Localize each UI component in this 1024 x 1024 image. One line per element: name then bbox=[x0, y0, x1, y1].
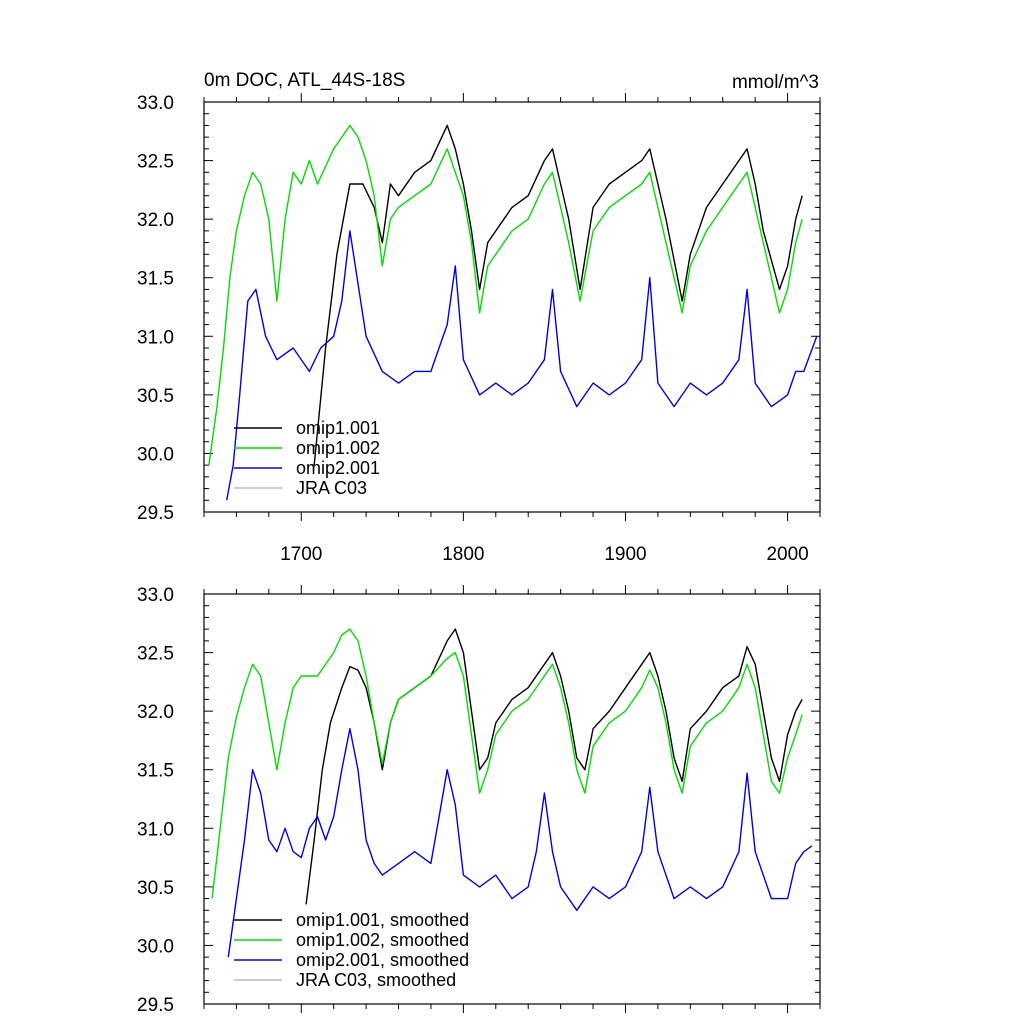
series-line-omip1-002 bbox=[208, 124, 803, 466]
y-tick-label: 31.5 bbox=[137, 269, 174, 290]
y-tick-label: 33.0 bbox=[137, 93, 174, 114]
y-tick-label: 31.0 bbox=[137, 819, 174, 840]
units-label: mmol/m^3 bbox=[732, 72, 819, 93]
y-tick-label: 30.0 bbox=[137, 444, 174, 465]
x-tick-label: 1700 bbox=[280, 544, 322, 565]
bottom-panel: 29.5 30.0 30.5 31.0 31.5 32.0 32.5 33.0 omip1.0… bbox=[137, 585, 821, 1016]
plot-frame bbox=[203, 101, 821, 513]
y-tick-label: 32.0 bbox=[137, 702, 174, 723]
x-tick-label: 1800 bbox=[442, 544, 484, 565]
x-tick-label: 1900 bbox=[604, 544, 646, 565]
y-tick-labels: 29.5 30.0 30.5 31.0 31.5 32.0 32.5 33.0 bbox=[137, 93, 174, 524]
legend-label: omip1.002, smoothed bbox=[296, 930, 469, 950]
y-tick-label: 32.0 bbox=[137, 210, 174, 231]
y-tick-label: 29.5 bbox=[137, 503, 174, 524]
legend-label: omip1.001, smoothed bbox=[296, 910, 469, 930]
tick-marks bbox=[203, 93, 821, 521]
series-line-omip2-001-smoothed bbox=[227, 728, 813, 958]
y-tick-label: 31.0 bbox=[137, 327, 174, 348]
plot-frame bbox=[203, 593, 821, 1005]
legend-label: omip2.001 bbox=[296, 458, 380, 478]
y-tick-label: 30.5 bbox=[137, 386, 174, 407]
legend-label: omip1.001 bbox=[296, 418, 380, 438]
series-line-omip1-002-smoothed bbox=[211, 628, 803, 899]
legend-label: JRA C03, smoothed bbox=[296, 970, 456, 990]
y-tick-label: 32.5 bbox=[137, 152, 174, 173]
legend-label: omip2.001, smoothed bbox=[296, 950, 469, 970]
panel-title: 0m DOC, ATL_44S-18S bbox=[204, 70, 405, 91]
y-tick-label: 30.5 bbox=[137, 878, 174, 899]
x-tick-labels: 1700 1800 1900 2000 bbox=[280, 544, 809, 565]
top-panel: 0m DOC, ATL_44S-18S mmol/m^3 29.5 30.0 30.… bbox=[137, 70, 821, 565]
series-line-omip1-001 bbox=[313, 124, 803, 466]
series-layer bbox=[208, 124, 818, 501]
tick-marks bbox=[203, 585, 821, 1013]
legend-label: JRA C03 bbox=[296, 478, 367, 498]
y-tick-label: 33.0 bbox=[137, 585, 174, 606]
legend-label: omip1.002 bbox=[296, 438, 380, 458]
y-tick-labels: 29.5 30.0 30.5 31.0 31.5 32.0 32.5 33.0 bbox=[137, 585, 174, 1016]
y-tick-label: 30.0 bbox=[137, 936, 174, 957]
y-tick-label: 32.5 bbox=[137, 644, 174, 665]
y-tick-label: 31.5 bbox=[137, 761, 174, 782]
series-line-omip2-001 bbox=[226, 230, 818, 501]
y-tick-label: 29.5 bbox=[137, 995, 174, 1016]
x-tick-label: 2000 bbox=[766, 544, 808, 565]
series-layer bbox=[211, 628, 813, 958]
